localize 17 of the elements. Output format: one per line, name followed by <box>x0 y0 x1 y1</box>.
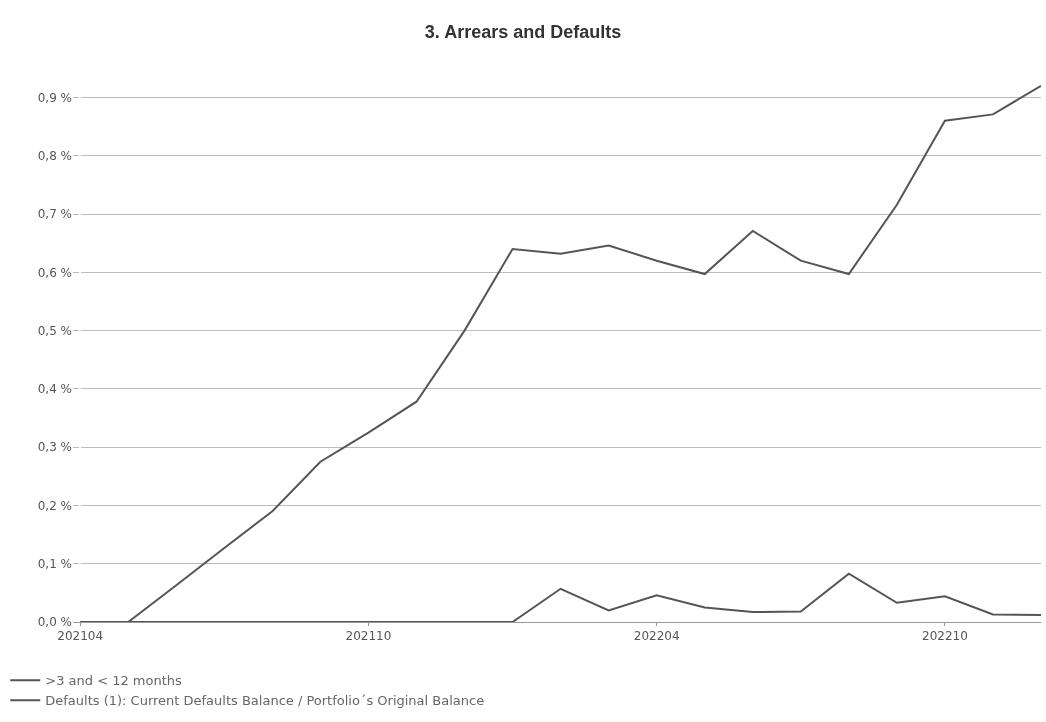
x-tick-label: 202210 <box>922 629 968 644</box>
x-tick-label: 202204 <box>633 629 680 644</box>
chart-title: 3. Arrears and Defaults <box>424 21 622 42</box>
y-tick-label: 0,4 % <box>37 382 72 397</box>
y-tick-label: 0,5 % <box>37 323 72 338</box>
legend-label: Defaults (1): Current Defaults Balance / Portfolio´s Original Balance <box>45 693 485 709</box>
y-tick-label: 0,8 % <box>37 148 72 163</box>
y-tick-label: 0,0 % <box>37 615 72 630</box>
legend-label: >3 and < 12 months <box>45 673 183 689</box>
x-tick-label: 202110 <box>345 629 392 644</box>
y-tick-label: 0,9 % <box>37 90 72 105</box>
y-tick-label: 0,1 % <box>37 556 72 571</box>
y-tick-label: 0,2 % <box>37 498 72 513</box>
x-tick-label: 202104 <box>57 629 104 644</box>
y-tick-label: 0,7 % <box>37 207 72 222</box>
y-tick-label: 0,3 % <box>37 440 72 455</box>
y-tick-label: 0,6 % <box>37 265 72 280</box>
